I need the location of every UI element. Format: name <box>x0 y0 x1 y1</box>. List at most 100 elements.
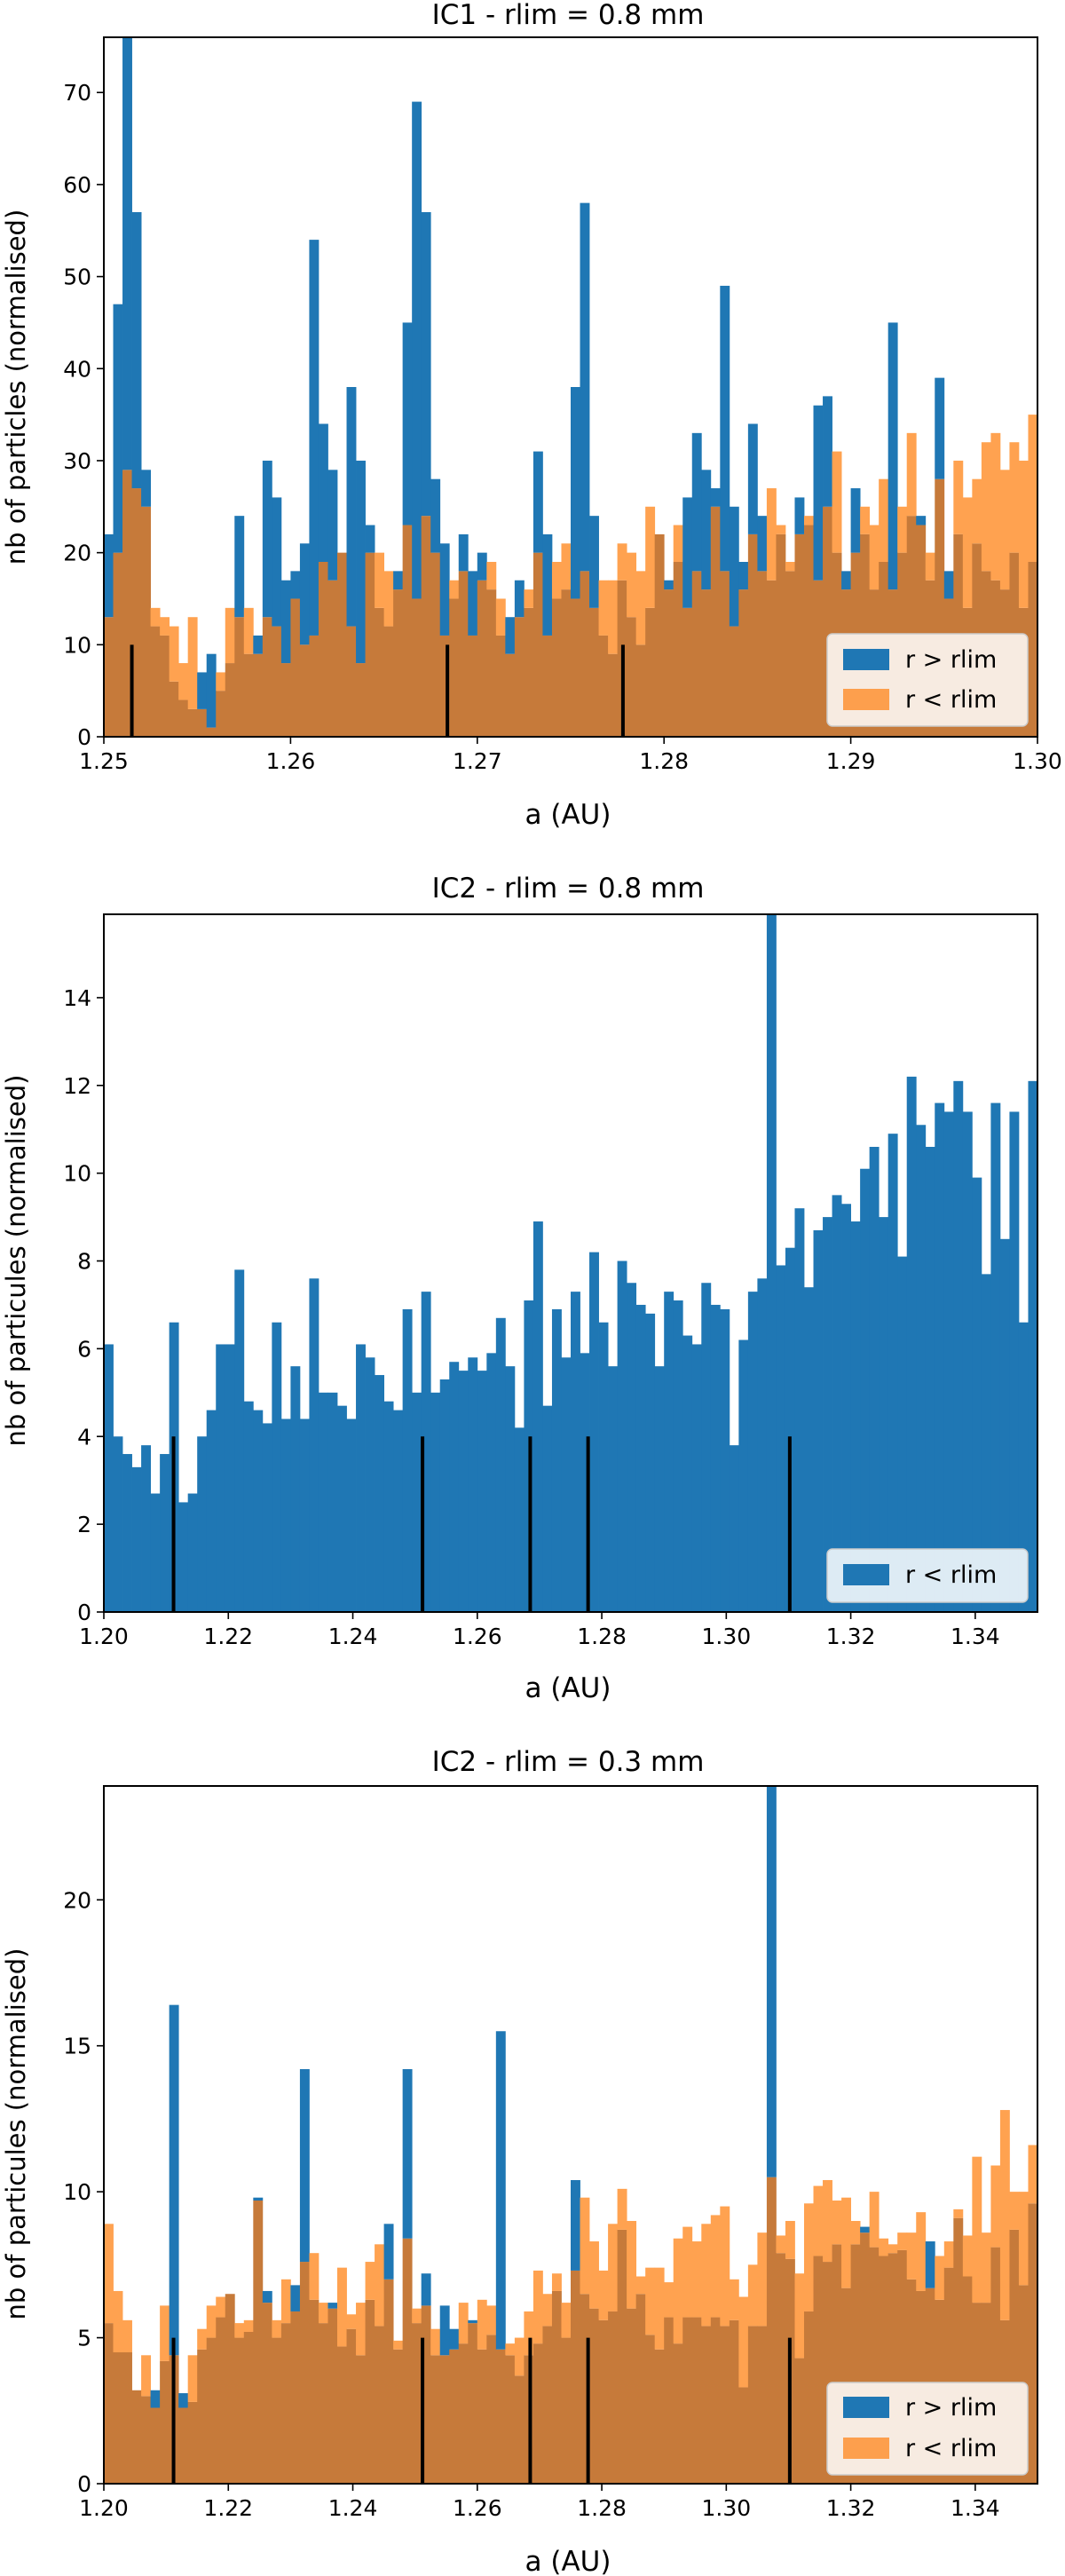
bar-r-gt-rlim <box>766 1786 777 2177</box>
bar <box>664 1292 674 1612</box>
bar-r-lt-rlim <box>738 2296 749 2388</box>
bar-overlap <box>935 478 945 737</box>
bar <box>495 1317 506 1612</box>
bar-r-lt-rlim <box>337 2267 347 2347</box>
bar-overlap <box>757 571 768 737</box>
bar <box>532 1221 543 1612</box>
bar-overlap <box>551 598 562 737</box>
bar-r-lt-rlim <box>990 2165 1001 2248</box>
x-tick-label: 1.30 <box>701 1624 751 1649</box>
bar-overlap <box>477 580 487 737</box>
y-tick-label: 60 <box>63 172 91 198</box>
panel-2-bars <box>104 914 1038 1612</box>
bar-r-gt-rlim <box>290 571 301 599</box>
bar-overlap <box>356 663 366 737</box>
x-tick-label: 1.34 <box>951 2495 1000 2521</box>
bar-r-gt-rlim <box>925 2241 935 2288</box>
bar-r-gt-rlim <box>458 533 469 572</box>
bar-r-lt-rlim <box>113 2290 123 2353</box>
bar-r-lt-rlim <box>243 2319 254 2332</box>
y-tick-label: 5 <box>77 2326 91 2351</box>
bar <box>990 1102 1001 1612</box>
bar-overlap <box>813 2256 824 2484</box>
bar-overlap <box>598 2319 609 2484</box>
bar-r-lt-rlim <box>617 543 627 581</box>
bar <box>776 1265 786 1612</box>
bar-overlap <box>738 2387 749 2484</box>
bar-overlap <box>617 2229 627 2484</box>
bar-r-gt-rlim <box>178 2393 189 2408</box>
bar-r-lt-rlim <box>150 607 161 627</box>
bar-r-gt-rlim <box>402 2069 413 2239</box>
bar-r-gt-rlim <box>365 525 375 553</box>
bar-r-lt-rlim <box>225 607 235 664</box>
bar-overlap <box>449 598 460 737</box>
bar <box>309 1278 320 1612</box>
bar-r-gt-rlim <box>393 571 404 590</box>
bar-overlap <box>299 2262 310 2484</box>
bar-r-lt-rlim <box>962 497 973 608</box>
bar-overlap <box>412 598 422 737</box>
bar-r-lt-rlim <box>430 2328 441 2356</box>
bar <box>365 1357 375 1612</box>
bar-overlap <box>897 2249 908 2484</box>
panel-3-xlabel: a (AU) <box>525 2546 611 2576</box>
bar <box>747 1292 758 1612</box>
x-tick-label: 1.24 <box>328 2495 378 2521</box>
legend-swatch-blue <box>843 2397 889 2418</box>
bar-overlap <box>197 708 208 737</box>
bar <box>598 1322 609 1612</box>
bar <box>888 1134 898 1612</box>
bar-overlap <box>953 2217 964 2484</box>
legend-label-r-lt: r < rlim <box>905 686 997 714</box>
bar-r-lt-rlim <box>272 2319 282 2338</box>
bar-r-lt-rlim <box>216 2296 226 2318</box>
bar-r-gt-rlim <box>346 387 357 627</box>
bar-overlap <box>421 2305 431 2484</box>
bar <box>402 1308 413 1612</box>
bar <box>122 1454 132 1612</box>
bar <box>645 1313 656 1612</box>
panel-3-x-ticks: 1.20 1.22 1.24 1.26 1.28 1.30 1.32 1.34 <box>79 2484 1000 2521</box>
bar-r-gt-rlim <box>691 432 702 572</box>
bar-overlap <box>225 2294 235 2484</box>
bar-overlap <box>104 617 114 737</box>
bar-overlap <box>654 533 665 737</box>
bar-r-gt-rlim <box>280 580 291 664</box>
bar-r-gt-rlim <box>542 533 553 636</box>
bar <box>580 1353 590 1612</box>
bar-r-gt-rlim <box>514 580 525 618</box>
panel-3-bars <box>104 1786 1038 2484</box>
bar-r-lt-rlim <box>785 562 795 572</box>
bar-r-lt-rlim <box>495 598 506 636</box>
bar-r-lt-rlim <box>635 2276 646 2295</box>
bar-overlap <box>458 2343 469 2484</box>
bar-overlap <box>327 2308 338 2484</box>
bar-r-lt-rlim <box>879 478 889 562</box>
bar-r-lt-rlim <box>486 2305 497 2335</box>
bar <box>346 1418 357 1612</box>
panel-1-title: IC1 - rlim = 0.8 mm <box>432 0 705 31</box>
bar-r-lt-rlim <box>234 2323 245 2338</box>
bar-r-lt-rlim <box>608 580 618 654</box>
x-tick-label: 1.25 <box>79 748 129 774</box>
bar-overlap <box>477 2349 487 2484</box>
bar-r-lt-rlim <box>532 2270 543 2344</box>
bar-r-lt-rlim <box>1028 415 1038 562</box>
bar-r-lt-rlim <box>813 2185 824 2256</box>
bar <box>113 1436 123 1612</box>
bar-r-lt-rlim <box>486 562 497 590</box>
y-tick-label: 12 <box>63 1073 91 1099</box>
bar-overlap <box>524 607 534 737</box>
bar-r-gt-rlim <box>841 571 851 590</box>
bar-overlap <box>738 589 749 737</box>
bar-overlap <box>906 516 917 737</box>
bar-overlap <box>272 626 282 737</box>
bar-overlap <box>122 2352 132 2484</box>
bar-overlap <box>225 663 235 737</box>
bar-r-lt-rlim <box>832 451 842 553</box>
bar-r-gt-rlim <box>729 506 739 627</box>
bar-r-lt-rlim <box>589 2241 599 2309</box>
bar-overlap <box>710 2317 721 2484</box>
bar-r-gt-rlim <box>571 2179 580 2271</box>
